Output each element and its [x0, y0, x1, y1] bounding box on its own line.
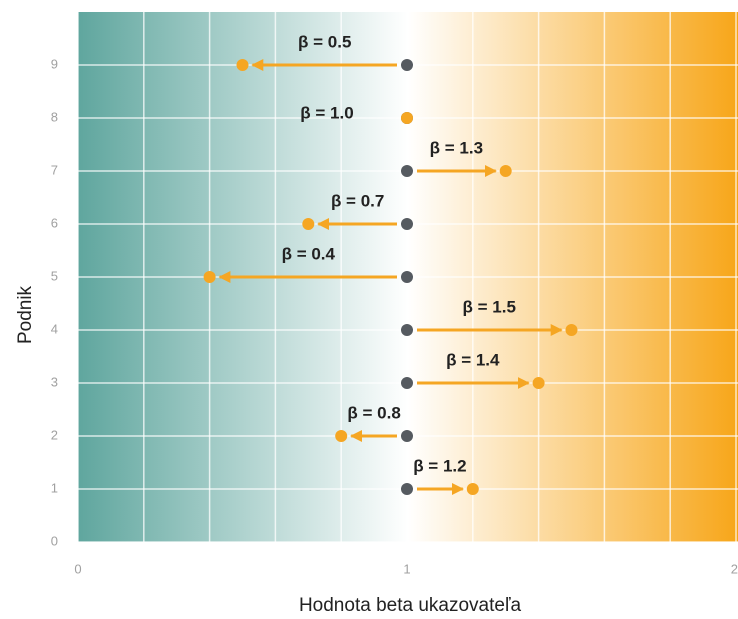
- y-tick-label: 6: [51, 215, 58, 230]
- baseline-dot: [401, 271, 413, 283]
- beta-dot: [236, 59, 249, 71]
- x-tick-label: 2: [731, 561, 738, 576]
- y-tick-label: 2: [51, 427, 58, 442]
- y-tick-label: 0: [51, 533, 58, 548]
- data-label: β = 0.5: [298, 32, 351, 51]
- beta-dot: [565, 324, 578, 336]
- data-label: β = 0.4: [282, 244, 336, 263]
- baseline-dot: [401, 483, 413, 495]
- y-tick-label: 9: [51, 56, 58, 71]
- y-axis-title: Podnik: [15, 285, 36, 344]
- data-label: β = 0.8: [347, 403, 400, 422]
- y-tick-label: 8: [51, 109, 58, 124]
- data-label: β = 1.0: [300, 103, 353, 122]
- beta-dot: [532, 377, 545, 389]
- y-tick-label: 4: [51, 321, 58, 336]
- baseline-dot: [401, 165, 413, 177]
- y-tick-label: 3: [51, 374, 58, 389]
- beta-dot: [401, 112, 413, 124]
- x-tick-label: 1: [403, 561, 410, 576]
- baseline-dot: [401, 377, 413, 389]
- y-tick-label: 1: [51, 480, 58, 495]
- baseline-dot: [401, 218, 413, 230]
- beta-dot: [203, 271, 216, 283]
- x-tick-label: 0: [74, 561, 81, 576]
- data-label: β = 0.7: [331, 191, 384, 210]
- beta-dot: [335, 430, 348, 442]
- beta-dot: [466, 483, 479, 495]
- data-label: β = 1.4: [446, 350, 500, 369]
- data-label: β = 1.5: [463, 297, 516, 316]
- beta-dot: [499, 165, 512, 177]
- y-tick-label: 7: [51, 162, 58, 177]
- beta-dot: [302, 218, 315, 230]
- data-label: β = 1.3: [430, 138, 483, 157]
- baseline-dot: [401, 430, 413, 442]
- data-label: β = 1.2: [413, 456, 466, 475]
- baseline-dot: [401, 324, 413, 336]
- y-tick-label: 5: [51, 268, 58, 283]
- x-axis-title: Hodnota beta ukazovateľa: [299, 595, 522, 616]
- baseline-dot: [401, 59, 413, 71]
